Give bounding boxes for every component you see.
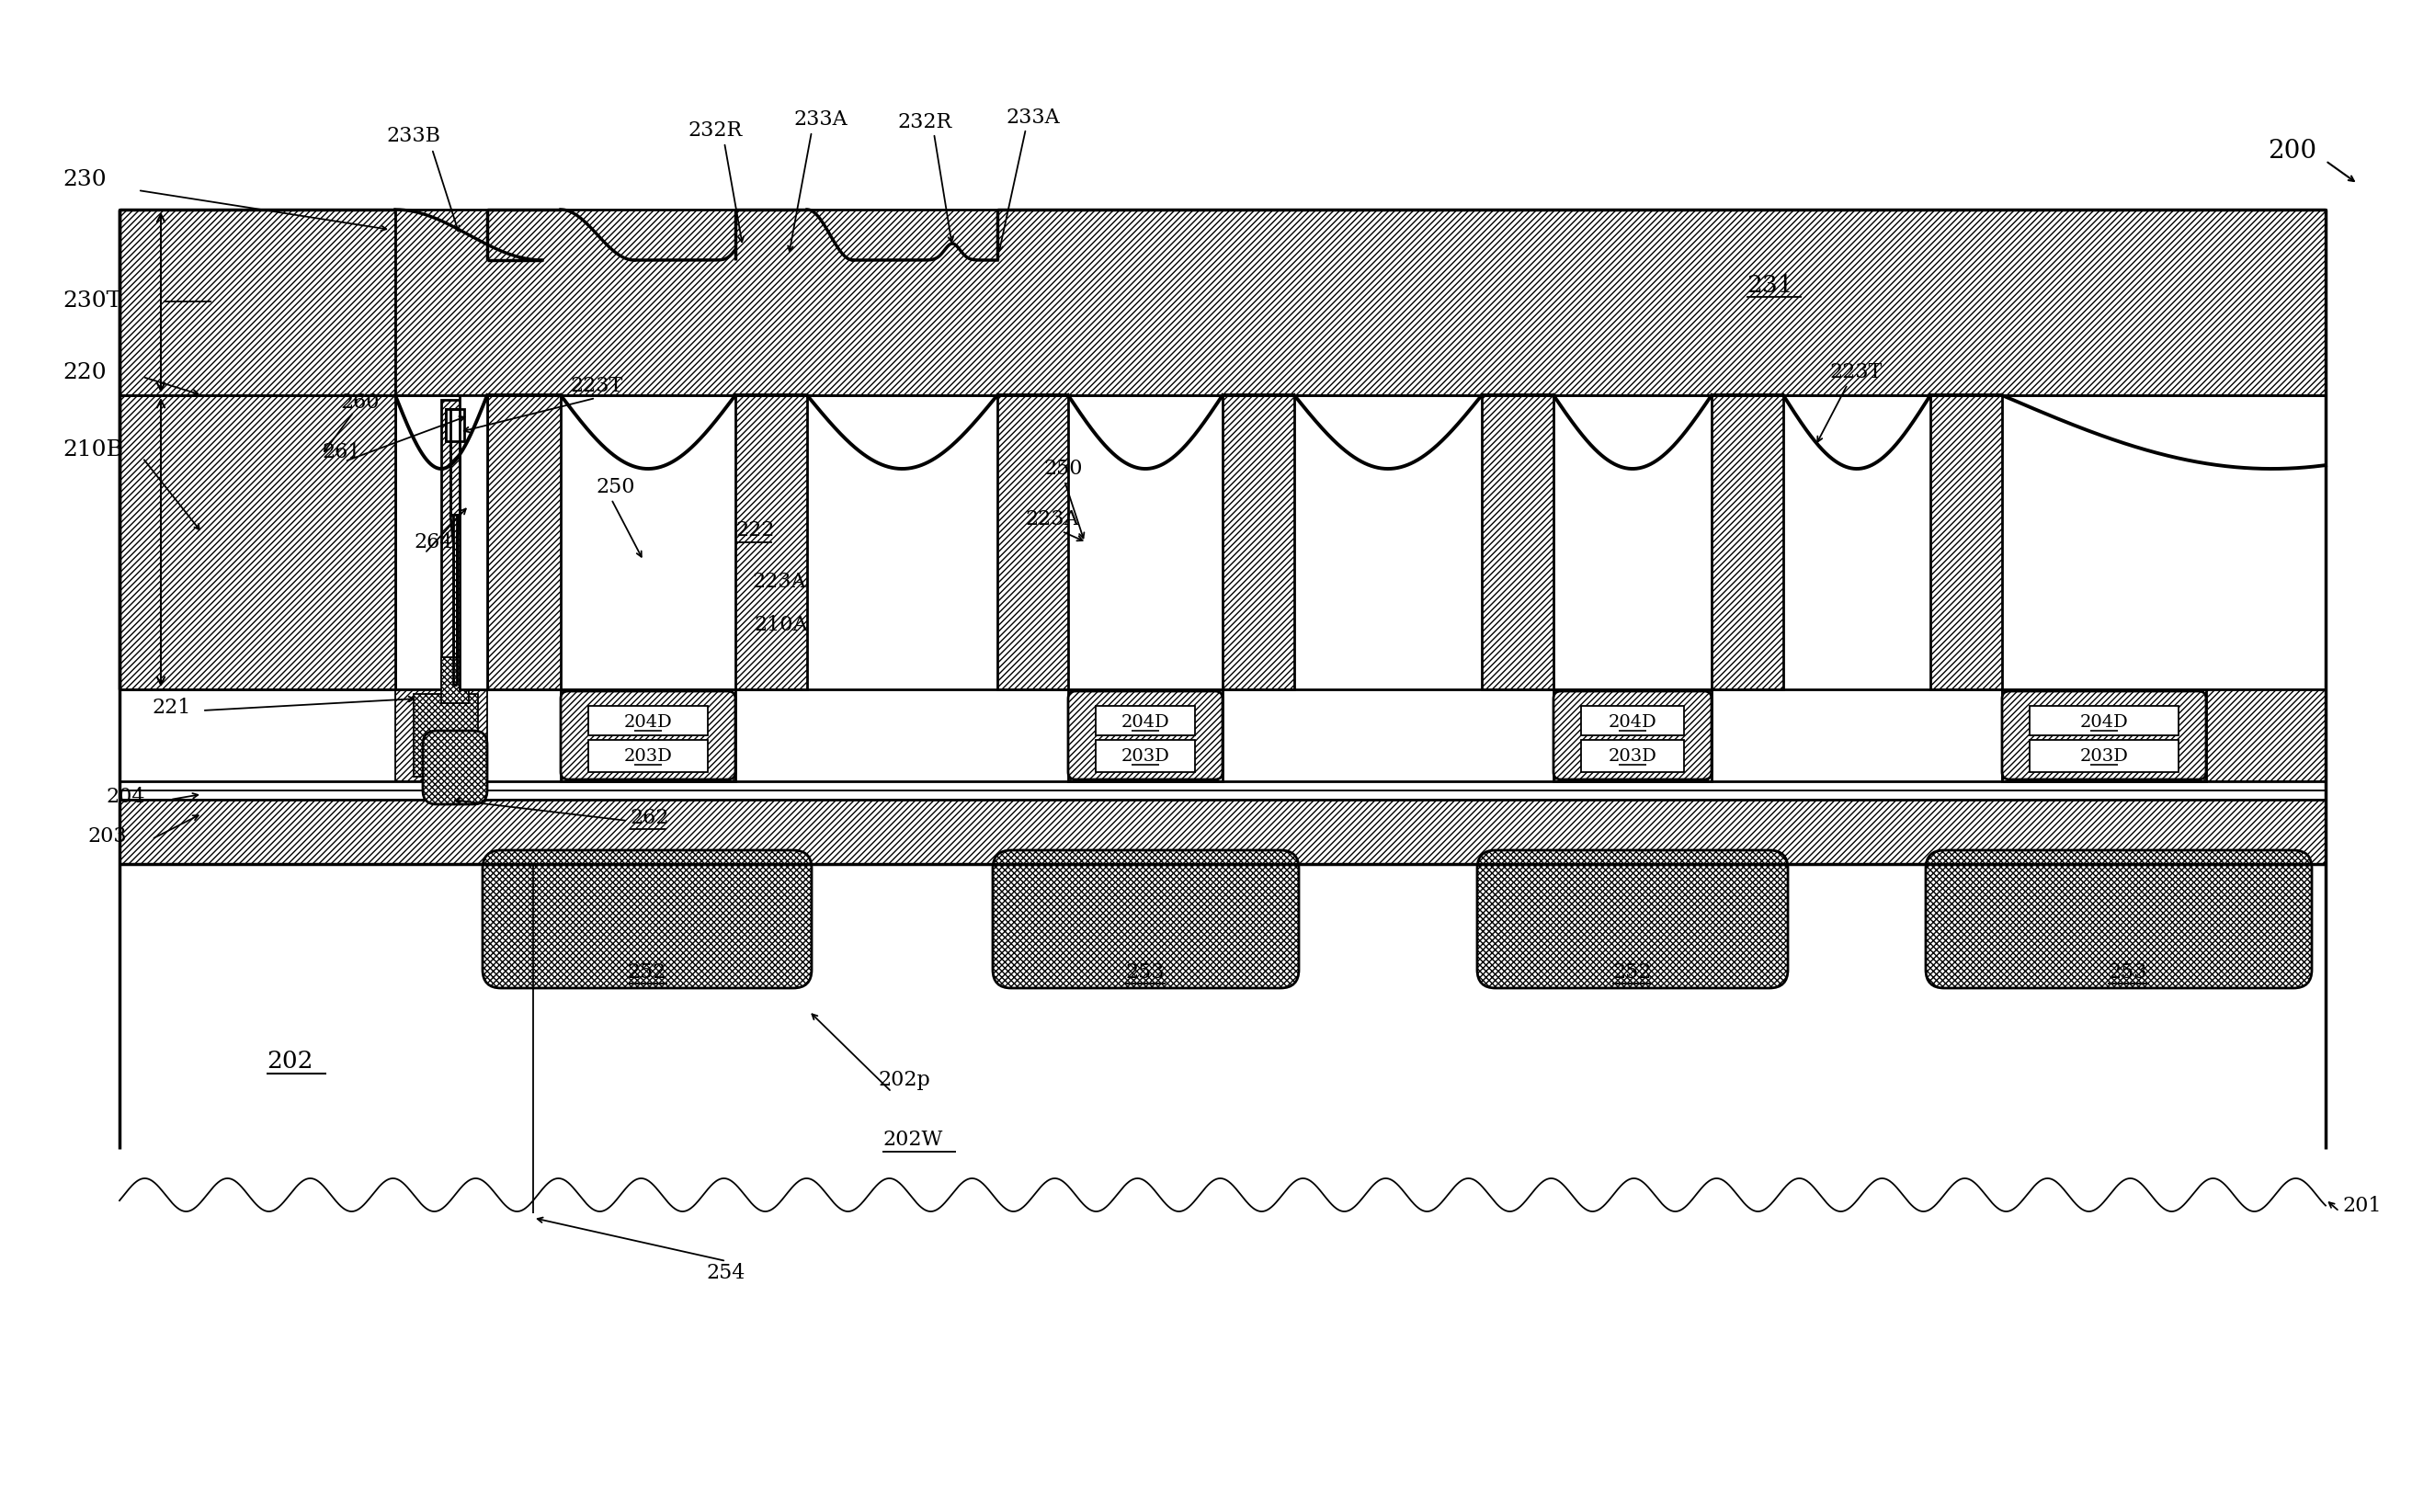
Text: 260: 260 xyxy=(341,393,380,413)
Text: 220: 220 xyxy=(63,361,107,383)
FancyBboxPatch shape xyxy=(1069,691,1222,780)
Bar xyxy=(487,395,560,689)
Text: 222: 222 xyxy=(735,520,774,540)
Text: 230T: 230T xyxy=(63,290,122,311)
Text: 204: 204 xyxy=(105,786,144,807)
Text: 254: 254 xyxy=(706,1263,745,1284)
Bar xyxy=(1096,706,1196,735)
Text: 210A: 210A xyxy=(755,615,808,635)
Bar xyxy=(394,689,487,782)
Text: 233A: 233A xyxy=(1006,107,1059,127)
Text: 202W: 202W xyxy=(881,1129,942,1149)
Text: 202p: 202p xyxy=(879,1070,930,1090)
Text: 204D: 204D xyxy=(1120,714,1169,730)
Text: 253: 253 xyxy=(2109,962,2148,983)
Bar xyxy=(2002,689,2325,782)
Bar xyxy=(1222,395,1295,689)
Text: 252: 252 xyxy=(628,962,667,983)
Bar xyxy=(394,210,2325,395)
Bar xyxy=(446,410,465,442)
Text: 250: 250 xyxy=(1042,458,1084,479)
Bar xyxy=(735,395,806,689)
Bar xyxy=(119,800,2325,863)
FancyBboxPatch shape xyxy=(1926,850,2311,987)
Text: 223T: 223T xyxy=(1829,363,1882,383)
Bar xyxy=(441,399,470,685)
Bar xyxy=(460,395,487,689)
FancyBboxPatch shape xyxy=(560,691,735,780)
Bar xyxy=(2002,689,2206,782)
Text: 203D: 203D xyxy=(1120,748,1169,765)
Bar xyxy=(414,694,477,777)
Text: 201: 201 xyxy=(2342,1196,2381,1216)
Bar xyxy=(119,395,394,689)
Text: 231: 231 xyxy=(1746,274,1792,296)
FancyBboxPatch shape xyxy=(993,850,1298,987)
Text: 202: 202 xyxy=(265,1051,314,1074)
Bar xyxy=(119,791,2325,800)
Bar xyxy=(2031,706,2179,735)
Text: 253: 253 xyxy=(1125,962,1164,983)
Bar xyxy=(589,706,709,735)
Text: 203D: 203D xyxy=(1607,748,1656,765)
Text: 203D: 203D xyxy=(2079,748,2128,765)
Bar xyxy=(119,210,394,689)
Text: 250: 250 xyxy=(597,478,636,497)
Text: 232R: 232R xyxy=(899,112,952,133)
Bar xyxy=(2031,739,2179,773)
Text: 210B: 210B xyxy=(63,440,124,461)
Bar xyxy=(1069,689,1222,782)
FancyBboxPatch shape xyxy=(2002,691,2206,780)
Bar xyxy=(560,689,735,782)
Bar xyxy=(441,658,470,703)
Text: 204D: 204D xyxy=(2079,714,2128,730)
Text: 203: 203 xyxy=(88,827,127,847)
Bar xyxy=(1712,395,1782,689)
Text: 262: 262 xyxy=(631,807,670,829)
Bar xyxy=(446,410,465,442)
Bar xyxy=(998,395,1069,689)
Text: 204D: 204D xyxy=(1607,714,1656,730)
Text: 232R: 232R xyxy=(689,121,743,141)
FancyBboxPatch shape xyxy=(424,730,487,804)
Text: 203D: 203D xyxy=(623,748,672,765)
Bar xyxy=(1931,395,2002,689)
Text: 223T: 223T xyxy=(570,376,623,396)
Bar xyxy=(1483,395,1554,689)
Bar xyxy=(453,514,458,685)
Text: 223A: 223A xyxy=(1025,510,1079,529)
Bar xyxy=(1580,706,1685,735)
Text: 252: 252 xyxy=(1612,962,1651,983)
Text: 264: 264 xyxy=(414,532,453,552)
Bar xyxy=(589,739,709,773)
Text: 233B: 233B xyxy=(387,125,441,147)
Bar xyxy=(1580,739,1685,773)
Text: 261: 261 xyxy=(321,442,360,463)
Text: 230: 230 xyxy=(63,169,107,191)
FancyBboxPatch shape xyxy=(482,850,811,987)
Text: 200: 200 xyxy=(2267,139,2316,165)
Text: 204D: 204D xyxy=(623,714,672,730)
FancyBboxPatch shape xyxy=(1478,850,1787,987)
FancyBboxPatch shape xyxy=(1554,691,1712,780)
Bar xyxy=(1096,739,1196,773)
Text: 221: 221 xyxy=(151,697,190,718)
Bar xyxy=(450,432,460,514)
Bar xyxy=(1554,689,1712,782)
Text: 233A: 233A xyxy=(794,109,847,130)
Text: 223A: 223A xyxy=(752,572,806,591)
